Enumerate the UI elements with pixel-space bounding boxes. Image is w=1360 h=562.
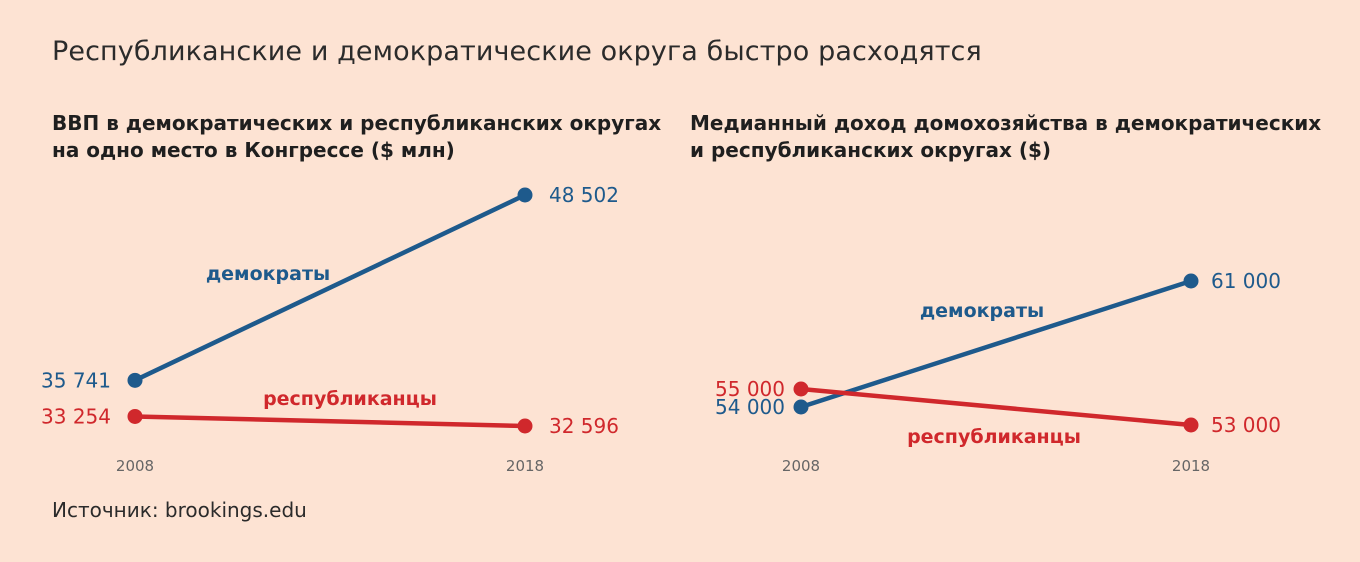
data-label-0-0: 54 000 — [715, 395, 785, 419]
series-line-0 — [798, 278, 1194, 410]
right-chart-title-line-1: Медианный доход домохозяйства в демократ… — [690, 111, 1322, 135]
data-point-1-1 — [517, 418, 533, 434]
data-point-1-1 — [1183, 417, 1199, 433]
data-label-1-1: 32 596 — [549, 414, 619, 438]
series-line-1 — [132, 414, 528, 429]
left-chart-title-line-2: на одно место в Конгрессе ($ млн) — [52, 138, 455, 162]
data-label-0-0: 35 741 — [41, 368, 111, 392]
left-chart-title-line-1: ВВП в демократических и республиканских … — [52, 111, 662, 135]
data-point-0-1 — [517, 187, 533, 203]
right-chart-title-line-2: и республиканских округах ($) — [690, 138, 1052, 162]
data-label-1-0: 33 254 — [41, 404, 111, 428]
x-tick-label-2018: 2018 — [506, 457, 544, 475]
series-name-label-1: республиканцы — [263, 388, 437, 410]
data-point-1-0 — [793, 381, 809, 397]
data-label-1-0: 55 000 — [715, 377, 785, 401]
left-chart-title: ВВП в демократических и республиканских … — [52, 110, 661, 164]
data-point-0-1 — [1183, 273, 1199, 289]
main-title: Республиканские и демократические округа… — [52, 36, 982, 67]
data-label-1-1: 53 000 — [1211, 413, 1281, 437]
x-tick-label-2018: 2018 — [1172, 457, 1210, 475]
data-label-0-1: 61 000 — [1211, 269, 1281, 293]
source-note: Источник: brookings.edu — [52, 498, 307, 522]
series-name-label-0: демократы — [920, 300, 1044, 322]
x-tick-label-2008: 2008 — [116, 457, 154, 475]
right-chart-title: Медианный доход домохозяйства в демократ… — [690, 110, 1321, 164]
data-point-1-0 — [127, 408, 143, 424]
series-line-1 — [798, 386, 1194, 428]
series-line-0 — [132, 192, 528, 383]
data-point-0-0 — [127, 372, 143, 388]
x-tick-label-2008: 2008 — [782, 457, 820, 475]
series-name-label-1: республиканцы — [907, 426, 1081, 448]
data-point-0-0 — [793, 399, 809, 415]
series-name-label-0: демократы — [206, 263, 330, 285]
data-label-0-1: 48 502 — [549, 183, 619, 207]
